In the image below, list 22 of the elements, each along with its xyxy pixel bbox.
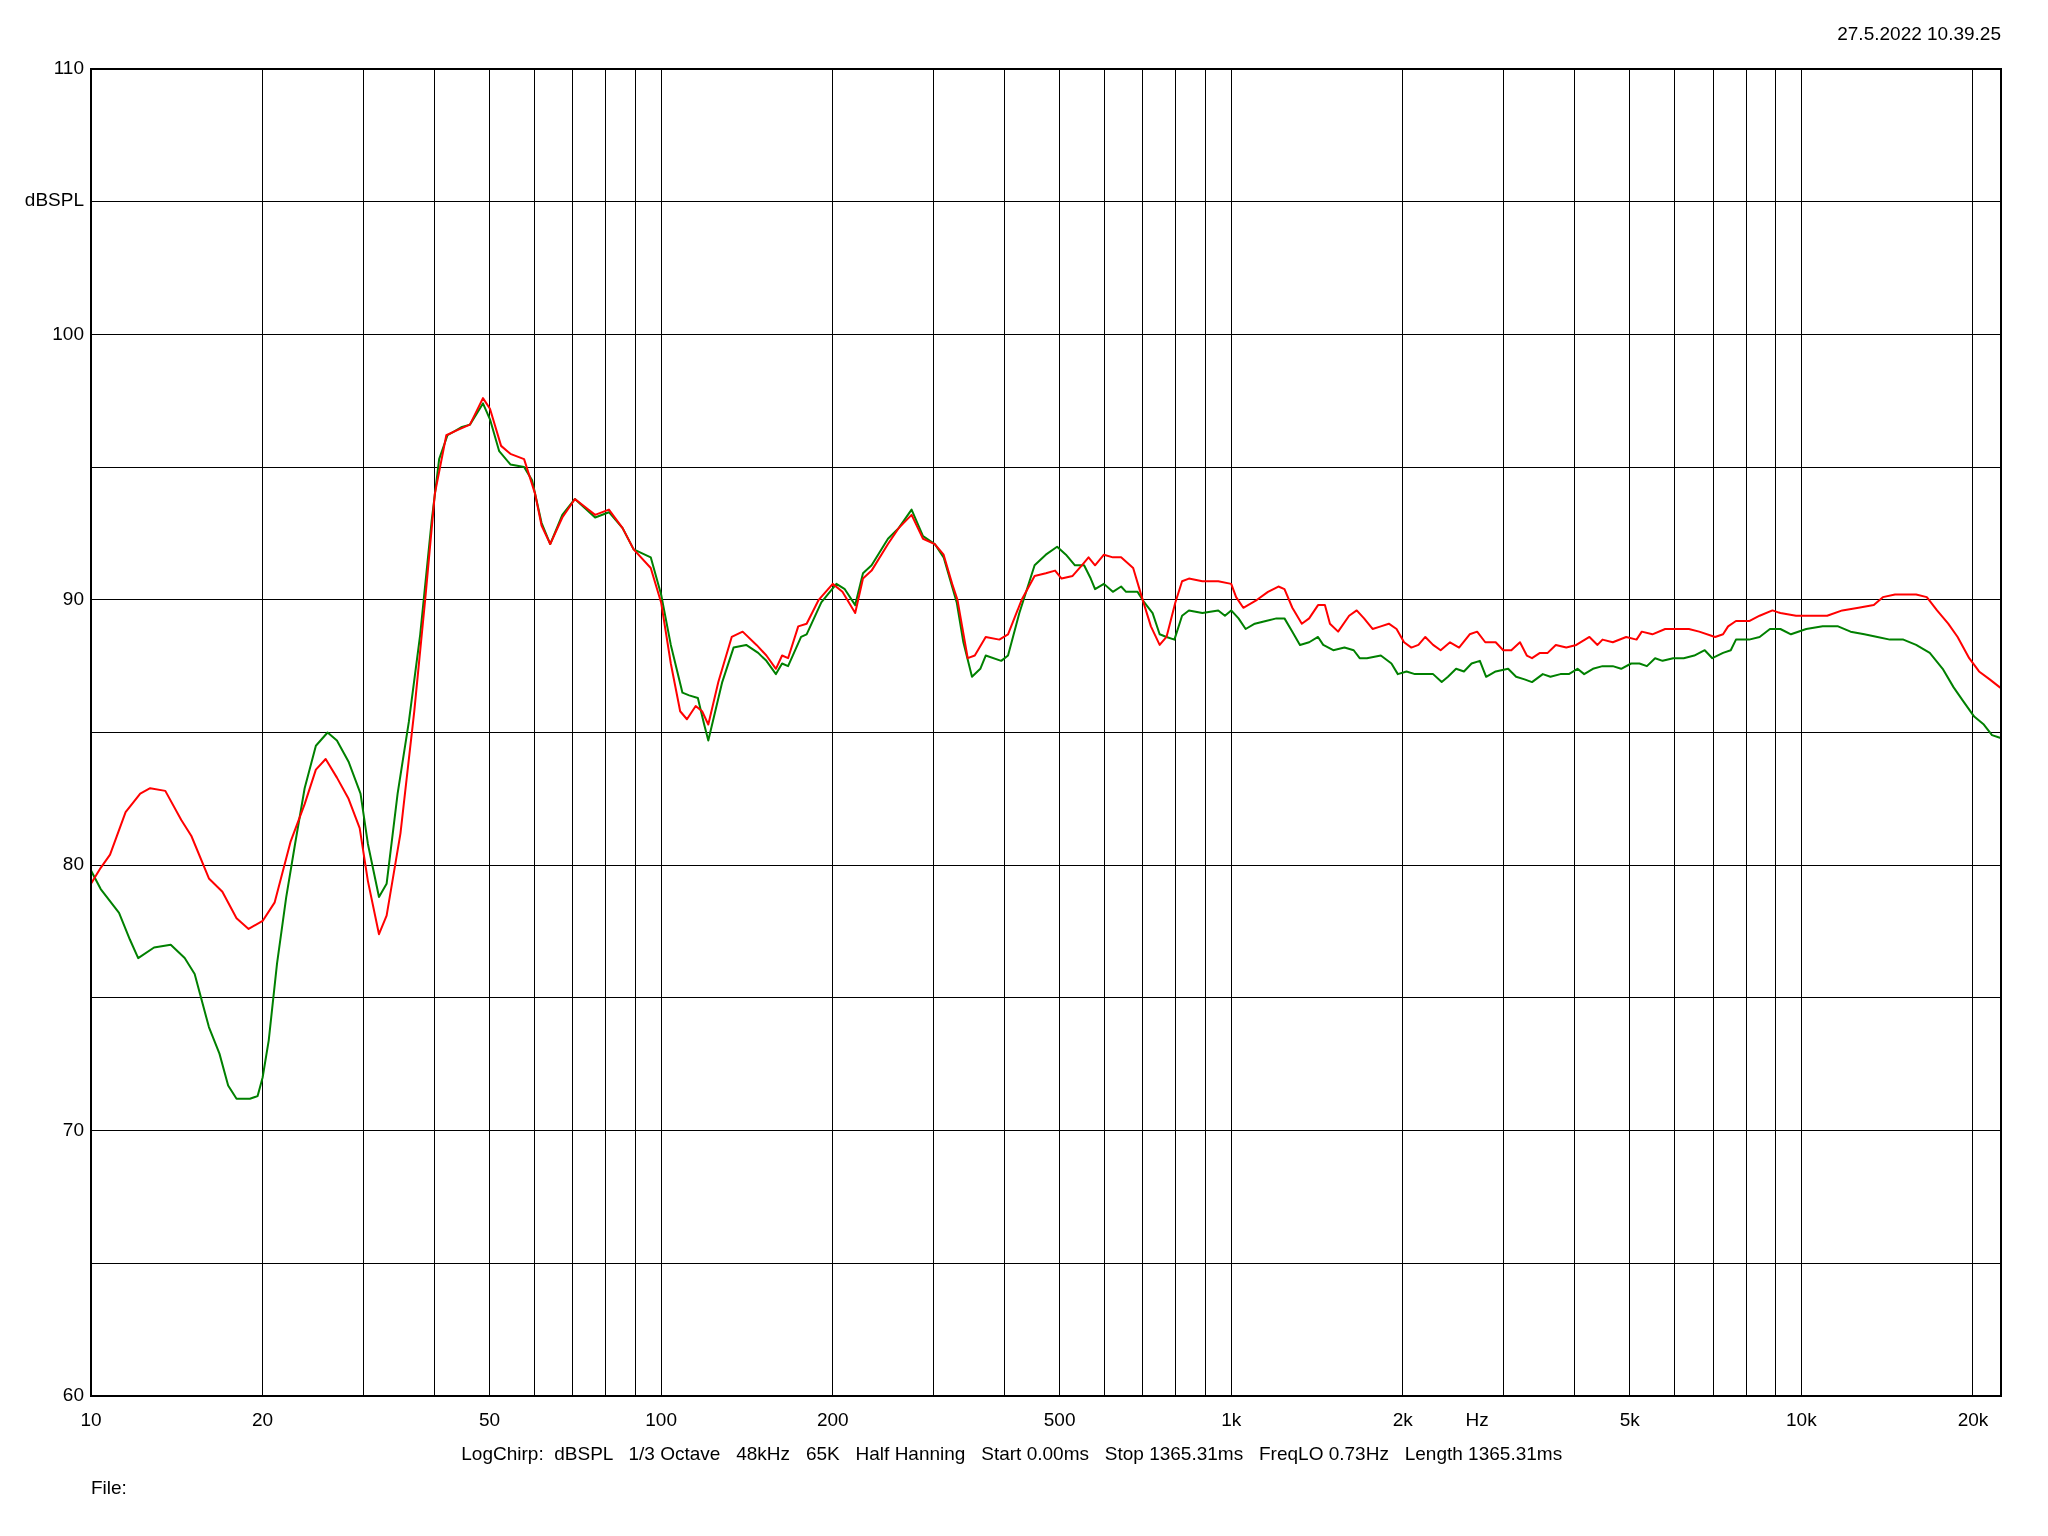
x-tick-label: 20 (252, 1408, 274, 1430)
x-axis-title: Hz (1465, 1409, 1489, 1431)
x-tick-label: 100 (645, 1408, 677, 1430)
x-tick-label: 5k (1619, 1408, 1641, 1430)
y-tick-label: 80 (62, 853, 84, 875)
text: LogChirp: dBSPL 1/3 Octave 48kHz 65K Half Hanning Start 0.00ms Stop 1365.31ms FreqLO 0.73Hz Length 1365.31ms (461, 1443, 1563, 1465)
x-tick-label: 20k (1957, 1408, 1989, 1430)
x-tick-label: 50 (478, 1408, 501, 1430)
x-tick-label: 1k (1221, 1408, 1242, 1430)
y-axis-title: dBSPL (24, 189, 84, 211)
x-tick-label: 500 (1043, 1408, 1076, 1430)
y-tick-label: 100 (52, 322, 84, 344)
y-tick-label: 110 (53, 57, 84, 79)
y-tick-label: 90 (62, 588, 84, 610)
chart-subtitle: 27.5.2022 10.39.25 (1837, 23, 2001, 45)
x-tick-label: 10k (1786, 1408, 1818, 1430)
y-tick-label: 60 (62, 1384, 84, 1406)
y-tick-label: 70 (62, 1118, 84, 1140)
x-tick-label: 200 (816, 1408, 849, 1430)
x-tick-label: 10 (80, 1408, 102, 1430)
text: File: (91, 1477, 127, 1499)
x-tick-label: 2k (1392, 1408, 1414, 1430)
